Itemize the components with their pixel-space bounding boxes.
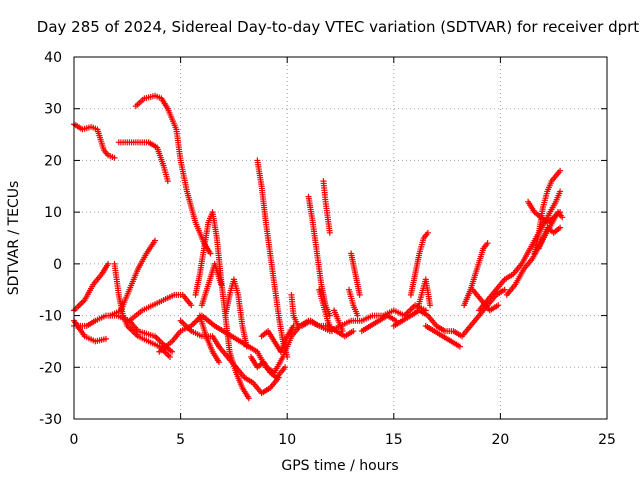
data-point [484, 240, 491, 247]
series-track-ab [358, 312, 399, 335]
series-track-al [531, 167, 564, 257]
data-point [243, 343, 250, 350]
series-track-ai [476, 188, 564, 314]
data-point [339, 328, 346, 335]
data-point [215, 359, 222, 366]
plot-frame [73, 56, 608, 420]
x-tick-label: 10 [278, 432, 296, 448]
series-track-y [331, 307, 346, 335]
series-track-p [222, 276, 250, 350]
x-axis-label: GPS time / hours [281, 458, 398, 474]
data-point [557, 167, 564, 174]
x-tick-label: 0 [70, 432, 79, 448]
y-tick-label: 40 [44, 50, 62, 66]
data-point [424, 229, 431, 236]
data-point [328, 328, 335, 335]
data-point [427, 302, 434, 309]
series-track-c [132, 92, 214, 257]
series-track-aa [348, 250, 363, 298]
series-track-ag [461, 240, 491, 309]
series-track-ac [390, 286, 508, 340]
data-point [495, 302, 502, 309]
data-point [188, 302, 195, 309]
series-track-ad [414, 276, 434, 314]
data-point [557, 224, 564, 231]
chart-title: Day 285 of 2024, Sidereal Day-to-day VTE… [37, 18, 640, 36]
series-track-q [247, 353, 289, 381]
data-point [166, 353, 173, 360]
series-track-ae [407, 229, 431, 298]
x-tick-label: 20 [491, 432, 509, 448]
series-track-r [254, 157, 291, 360]
series-track-f [107, 237, 159, 319]
data-point [350, 328, 357, 335]
series-track-n [196, 312, 222, 366]
series-track-a [71, 121, 118, 161]
data-point [282, 364, 289, 371]
series-track-k [156, 302, 429, 376]
y-tick-label: 10 [44, 205, 62, 221]
series-track-o [198, 260, 225, 309]
data-point [207, 250, 214, 257]
series-track-w [316, 286, 335, 335]
y-axis-label: SDTVAR / TECUs [6, 181, 22, 296]
data-point [557, 209, 564, 216]
y-tick-label: -10 [39, 309, 62, 325]
series-track-i [126, 291, 195, 324]
x-tick-label: 15 [385, 432, 403, 448]
data-marks [71, 92, 566, 402]
data-point [164, 178, 171, 185]
data-point [169, 348, 176, 355]
data-point [105, 260, 112, 267]
y-tick-label: 30 [44, 102, 62, 118]
y-tick-label: 20 [44, 153, 62, 169]
x-tick-label: 25 [598, 432, 616, 448]
data-point [218, 281, 225, 288]
series-track-d [71, 260, 112, 314]
data-point [152, 237, 159, 244]
data-point [102, 335, 109, 342]
series-track-b [115, 139, 171, 185]
data-point [356, 291, 363, 298]
data-point [501, 286, 508, 293]
data-point [559, 214, 566, 221]
data-point [245, 395, 252, 402]
y-tick-label: 0 [53, 257, 62, 273]
series-track-j [124, 322, 173, 360]
series-track-t [288, 291, 301, 329]
data-point [326, 312, 333, 319]
series-track-s [258, 322, 297, 355]
data-point [284, 353, 291, 360]
series-track-af [422, 322, 463, 350]
grid [74, 57, 607, 419]
series-track-x [320, 178, 333, 236]
data-point [111, 154, 118, 161]
series-track-am [535, 224, 564, 252]
data-point [326, 229, 333, 236]
data-point [557, 188, 564, 195]
data-point [354, 312, 361, 319]
series-track-z [346, 286, 361, 319]
data-point [456, 343, 463, 350]
y-tick-label: -30 [39, 412, 62, 428]
y-tick-label: -20 [39, 360, 62, 376]
x-tick-label: 5 [176, 432, 185, 448]
